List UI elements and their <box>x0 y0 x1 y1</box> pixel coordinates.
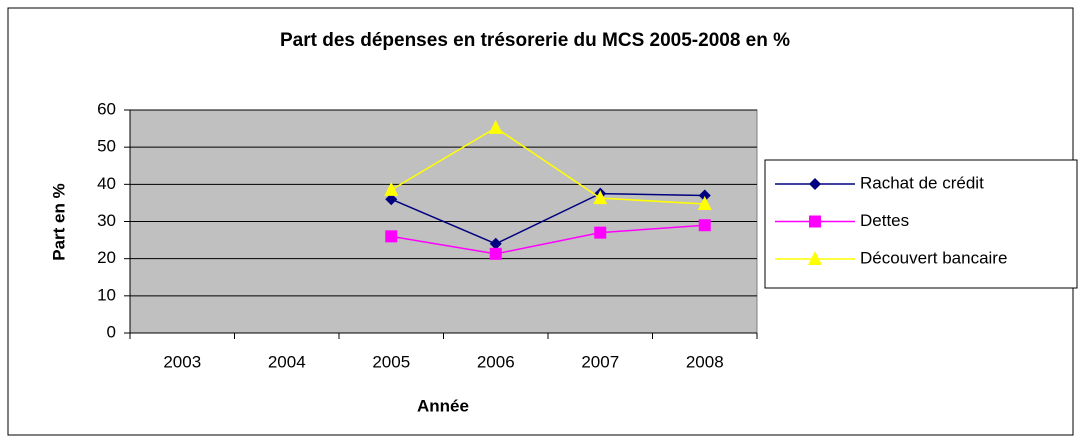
y-axis-title: Part en % <box>49 183 68 260</box>
legend-label: Dettes <box>860 211 909 230</box>
y-tick-label: 30 <box>97 211 116 230</box>
series-line <box>390 126 705 205</box>
x-tick-label: 2006 <box>477 352 515 371</box>
y-tick-label: 40 <box>97 174 116 193</box>
legend-marker <box>809 215 821 228</box>
x-axis-title: Année <box>417 396 469 415</box>
legend-label: Découvert bancaire <box>860 248 1007 267</box>
data-point <box>384 181 399 196</box>
data-point <box>489 237 502 250</box>
x-tick-label: 2007 <box>581 352 619 371</box>
data-point <box>385 230 398 243</box>
x-tick-label: 2008 <box>686 352 724 371</box>
x-tick-label: 2003 <box>163 352 201 371</box>
data-point <box>488 119 503 134</box>
legend-label: Rachat de crédit <box>860 173 984 192</box>
data-point <box>593 190 608 205</box>
y-tick-label: 0 <box>107 322 116 341</box>
x-tick-label: 2005 <box>372 352 410 371</box>
data-point <box>489 247 502 260</box>
data-point <box>385 193 398 206</box>
y-tick-label: 50 <box>97 137 116 156</box>
y-tick-label: 10 <box>97 285 116 304</box>
series-line <box>391 224 705 255</box>
data-point <box>594 226 607 239</box>
chart-title: Part des dépenses en trésorerie du MCS 2… <box>280 30 790 51</box>
series-line <box>390 192 705 245</box>
data-point <box>698 219 711 232</box>
data-point <box>697 196 712 211</box>
y-tick-label: 20 <box>97 248 116 267</box>
legend-marker <box>808 251 822 265</box>
legend-marker <box>809 178 821 190</box>
x-tick-label: 2004 <box>268 352 306 371</box>
data-point <box>698 189 711 202</box>
y-tick-label: 60 <box>97 99 116 118</box>
